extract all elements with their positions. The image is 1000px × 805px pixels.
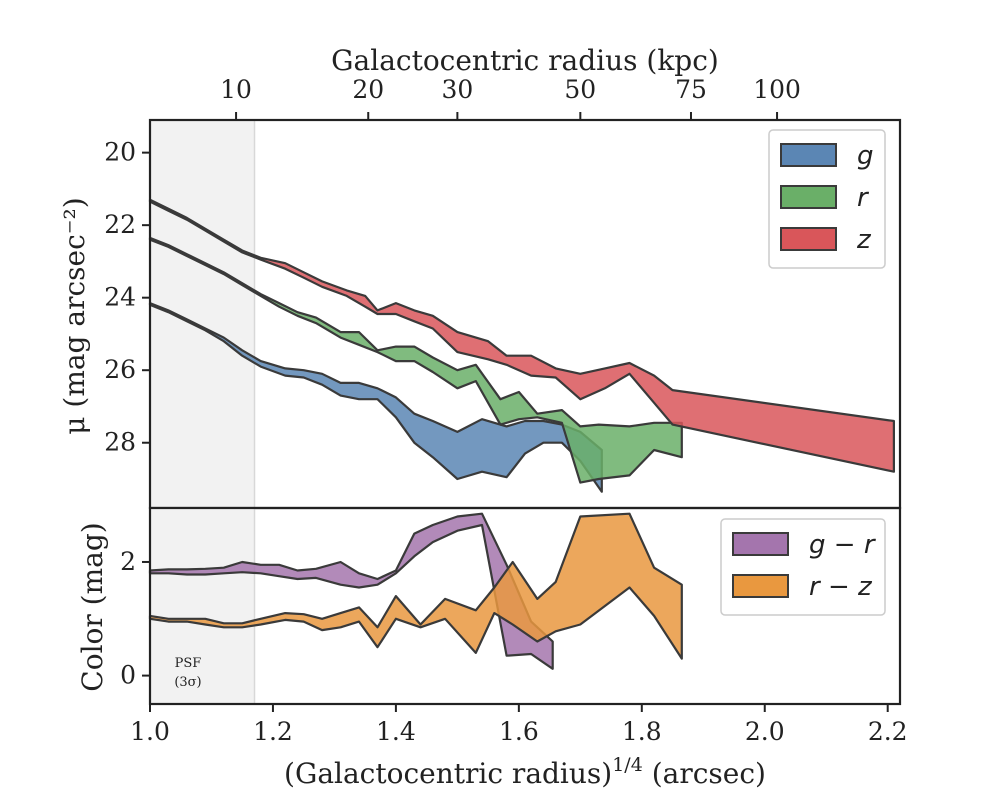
band-r-minus-z	[148, 512, 683, 660]
x-tick-label: 1.8	[622, 717, 662, 746]
y-tick-label: 22	[104, 210, 136, 239]
band-g	[148, 302, 603, 493]
top-tick-label: 50	[564, 75, 596, 104]
top-tick-label: 20	[352, 75, 384, 104]
legend-label-r: r	[857, 183, 870, 213]
bottom-y-axis-title: Color (mag)	[76, 522, 109, 691]
legend-label-g: g	[857, 141, 874, 171]
psf-sigma-label: (3σ)	[174, 675, 201, 690]
band-r	[148, 236, 683, 484]
top-axis-title: Galactocentric radius (kpc)	[331, 44, 719, 77]
psf-label: PSF	[175, 656, 202, 671]
top-panel: 20 22 24 26 28 10 20 30 50 75 100 grz	[104, 75, 902, 510]
y-tick-label: 24	[104, 283, 136, 312]
bottom-panel-frame	[148, 506, 902, 706]
y-tick-label: 28	[104, 428, 136, 457]
legend-swatch-g	[780, 143, 837, 167]
legend-swatch-r-minus-z	[732, 574, 789, 598]
top-tick-label: 100	[753, 75, 801, 104]
psf-region-bottom	[150, 508, 255, 704]
x-tick-label: 1.0	[130, 717, 170, 746]
y-tick-label: 0	[120, 661, 136, 690]
x-tick-label: 2.0	[745, 717, 785, 746]
x-tick-label: 1.4	[376, 717, 416, 746]
x-axis-title: (Galactocentric radius)1/4 (arcsec)	[284, 754, 766, 790]
legend-label-r-minus-z: r − z	[809, 572, 873, 602]
x-tick-label: 1.2	[253, 717, 293, 746]
psf-region-top	[150, 120, 255, 508]
top-tick-label: 10	[220, 75, 252, 104]
legend-label-z: z	[856, 225, 872, 255]
x-tick-label: 2.2	[868, 717, 908, 746]
y-tick-label: 26	[104, 355, 136, 384]
legend-label-g-minus-r: g − r	[809, 530, 877, 560]
bottom-panel: 0 2 1.0 1.2 1.4 1.6 1.8 2.0 2.2 g − r r − z	[120, 506, 908, 746]
legend-swatch-z	[780, 227, 837, 251]
y-tick-label: 20	[104, 138, 136, 167]
top-tick-label: 75	[675, 75, 707, 104]
top-tick-label: 30	[441, 75, 473, 104]
top-y-axis-title: μ (mag arcsec⁻²)	[58, 197, 91, 434]
y-tick-label: 2	[120, 547, 136, 576]
x-tick-label: 1.6	[499, 717, 539, 746]
band-z	[148, 198, 896, 473]
legend-swatch-g-minus-r	[732, 532, 789, 556]
legend-swatch-r	[780, 185, 837, 209]
band-g-minus-r	[148, 512, 554, 670]
